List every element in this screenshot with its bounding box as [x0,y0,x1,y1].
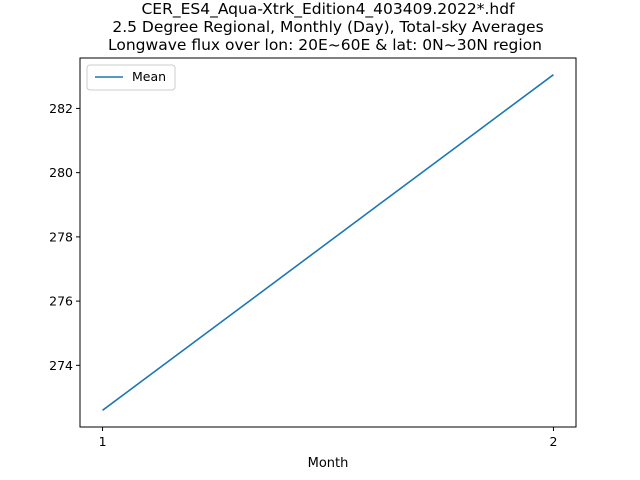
legend: Mean [86,64,176,91]
chart-title-line-1: CER_ES4_Aqua-Xtrk_Edition4_403409.2022*.… [141,0,515,19]
y-tick-label-4: 282 [49,101,73,116]
y-tick-label-0: 274 [49,358,73,373]
chart-title-line-2: 2.5 Degree Regional, Monthly (Day), Tota… [112,18,543,36]
plot-area: 274 276 278 280 282 1 2 [49,74,557,449]
legend-label-mean: Mean [132,69,166,84]
y-tick-label-3: 280 [49,165,73,180]
chart-title-line-3: Longwave flux over lon: 20E~60E & lat: 0… [108,36,542,54]
series-line-mean [102,74,554,411]
y-tick-label-1: 276 [49,294,73,309]
x-axis-label: Month [308,456,349,471]
x-tick-label-0: 1 [99,434,107,449]
y-tick-label-2: 278 [49,229,73,244]
legend-box [86,64,176,91]
plot-frame [79,57,577,428]
x-tick-label-1: 2 [549,434,557,449]
